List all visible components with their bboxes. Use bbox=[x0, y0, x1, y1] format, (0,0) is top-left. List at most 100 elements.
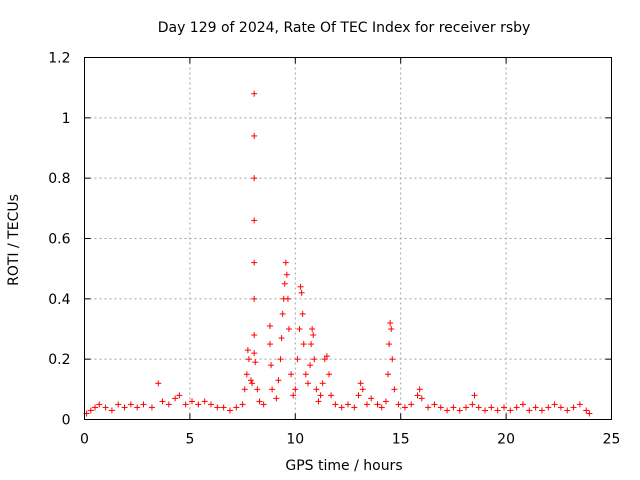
data-point bbox=[214, 404, 221, 411]
data-point bbox=[251, 259, 258, 266]
data-point bbox=[395, 401, 402, 408]
data-point bbox=[374, 401, 381, 408]
data-point bbox=[513, 404, 520, 411]
data-point bbox=[207, 401, 214, 408]
x-tick-label: 20 bbox=[497, 432, 515, 448]
y-tick-label: 1.2 bbox=[48, 51, 70, 67]
data-point bbox=[254, 386, 261, 393]
data-point bbox=[256, 398, 263, 405]
grid-layer bbox=[84, 57, 612, 420]
data-point bbox=[313, 386, 320, 393]
data-point bbox=[277, 356, 284, 363]
data-point bbox=[368, 395, 375, 402]
data-point bbox=[391, 386, 398, 393]
data-point bbox=[387, 319, 394, 326]
data-point bbox=[315, 398, 322, 405]
data-point bbox=[323, 353, 330, 360]
data-point bbox=[282, 259, 289, 266]
data-point bbox=[401, 404, 408, 411]
data-point bbox=[576, 401, 583, 408]
data-point bbox=[148, 404, 155, 411]
data-point bbox=[437, 404, 444, 411]
data-point bbox=[134, 404, 141, 411]
data-point bbox=[290, 392, 297, 399]
data-point bbox=[328, 392, 335, 399]
data-point bbox=[300, 341, 307, 348]
data-point bbox=[507, 407, 514, 414]
data-point bbox=[386, 341, 393, 348]
data-point bbox=[241, 386, 248, 393]
data-point bbox=[127, 401, 134, 408]
data-point bbox=[444, 407, 451, 414]
data-point bbox=[378, 404, 385, 411]
data-point bbox=[500, 404, 507, 411]
data-point bbox=[302, 371, 309, 378]
data-point bbox=[92, 404, 99, 411]
data-point bbox=[418, 395, 425, 402]
data-point bbox=[226, 407, 233, 414]
y-tick-label: 1 bbox=[62, 111, 71, 127]
data-point bbox=[292, 386, 299, 393]
x-tick-label: 10 bbox=[286, 432, 304, 448]
data-point bbox=[359, 386, 366, 393]
y-tick-label: 0.4 bbox=[48, 292, 70, 308]
data-point bbox=[195, 401, 202, 408]
data-point bbox=[243, 371, 250, 378]
data-point bbox=[115, 401, 122, 408]
data-point bbox=[425, 404, 432, 411]
data-point bbox=[251, 90, 258, 97]
data-point bbox=[586, 410, 593, 417]
data-point bbox=[488, 404, 495, 411]
data-point bbox=[450, 404, 457, 411]
data-point bbox=[251, 217, 258, 224]
data-point bbox=[251, 295, 258, 302]
data-point bbox=[275, 377, 282, 384]
data-point bbox=[326, 371, 333, 378]
data-point bbox=[87, 407, 94, 414]
y-tick-label: 0.6 bbox=[48, 232, 70, 248]
data-point bbox=[172, 395, 179, 402]
data-point bbox=[296, 326, 303, 332]
data-point bbox=[317, 392, 324, 399]
data-point bbox=[285, 326, 292, 332]
data-point bbox=[469, 401, 476, 408]
y-axis-label: ROTI / TECUs bbox=[6, 194, 22, 286]
data-point bbox=[357, 380, 364, 387]
data-point bbox=[239, 401, 246, 408]
axis-ticks: 0 5 10 15 20 25 0 0.2 0.4 0.6 0.8 1 1.2 bbox=[48, 51, 620, 448]
data-point bbox=[283, 271, 290, 278]
data-point bbox=[310, 332, 317, 339]
data-point bbox=[456, 407, 463, 414]
data-point bbox=[281, 280, 288, 287]
data-point bbox=[351, 404, 358, 411]
data-point bbox=[252, 359, 259, 366]
data-point bbox=[159, 398, 166, 405]
data-point bbox=[294, 356, 301, 363]
data-point bbox=[251, 350, 258, 357]
data-point bbox=[545, 404, 552, 411]
data-point bbox=[532, 404, 539, 411]
data-point bbox=[260, 401, 267, 408]
y-tick-label: 0.8 bbox=[48, 171, 70, 187]
y-tick-label: 0 bbox=[62, 413, 71, 429]
data-point bbox=[385, 371, 392, 378]
data-point bbox=[494, 407, 501, 414]
data-point bbox=[249, 380, 256, 387]
x-tick-label: 25 bbox=[603, 432, 621, 448]
data-point bbox=[388, 326, 395, 332]
data-point bbox=[414, 392, 421, 399]
data-point bbox=[155, 380, 162, 387]
data-point bbox=[140, 401, 147, 408]
data-point bbox=[319, 380, 326, 387]
data-point bbox=[298, 289, 305, 296]
data-point bbox=[96, 401, 103, 408]
data-point bbox=[308, 341, 315, 348]
data-point bbox=[475, 404, 482, 411]
data-point bbox=[269, 386, 276, 393]
x-tick-label: 15 bbox=[392, 432, 410, 448]
data-point bbox=[268, 362, 275, 369]
data-point bbox=[102, 404, 109, 411]
data-point bbox=[538, 407, 545, 414]
data-point bbox=[201, 398, 208, 405]
